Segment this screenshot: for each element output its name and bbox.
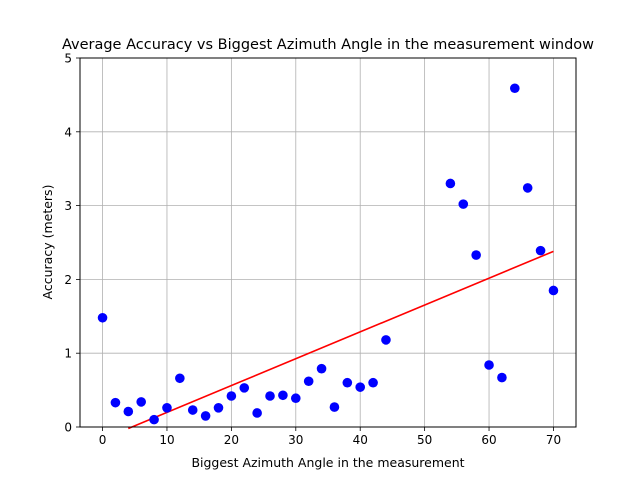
data-point xyxy=(548,285,559,296)
data-point xyxy=(252,408,262,418)
x-tick-label: 70 xyxy=(546,433,561,447)
data-point xyxy=(484,360,494,370)
data-point xyxy=(342,377,353,388)
data-point xyxy=(162,403,172,413)
x-tick-label: 30 xyxy=(288,433,303,447)
data-point xyxy=(316,363,327,374)
data-point xyxy=(522,183,533,193)
x-tick-label: 50 xyxy=(417,433,432,447)
data-point xyxy=(239,383,250,393)
data-point xyxy=(368,377,378,388)
y-axis-ticks: 0 1 2 3 4 5 xyxy=(64,52,80,435)
x-tick-label: 60 xyxy=(481,433,496,447)
y-tick-label: 4 xyxy=(64,125,72,139)
data-point xyxy=(381,335,391,345)
data-point xyxy=(213,403,224,413)
chart-title: Average Accuracy vs Biggest Azimuth Angl… xyxy=(62,37,594,53)
data-point xyxy=(97,312,108,323)
y-tick-label: 5 xyxy=(64,52,72,66)
data-point xyxy=(355,382,366,392)
data-point xyxy=(458,199,469,209)
x-tick-label: 10 xyxy=(159,433,174,447)
trend-line-layer xyxy=(128,250,554,430)
data-point xyxy=(149,414,159,425)
trend-line xyxy=(128,250,554,430)
data-point xyxy=(303,376,314,387)
y-tick-label: 3 xyxy=(64,199,72,213)
data-point xyxy=(200,411,211,421)
data-point xyxy=(535,245,546,256)
data-point xyxy=(226,391,237,401)
data-points xyxy=(97,83,559,425)
data-point xyxy=(136,397,146,407)
data-point xyxy=(278,390,288,401)
y-tick-label: 0 xyxy=(64,421,72,435)
x-tick-label: 0 xyxy=(99,433,107,447)
data-point xyxy=(265,391,275,401)
x-tick-label: 20 xyxy=(224,433,239,447)
x-axis-label: Biggest Azimuth Angle in the measurement xyxy=(191,455,464,470)
y-tick-label: 2 xyxy=(64,273,72,287)
data-point xyxy=(187,405,198,415)
data-point xyxy=(110,397,121,408)
y-axis-label: Accuracy (meters) xyxy=(40,185,55,300)
data-point xyxy=(510,83,520,94)
data-point xyxy=(445,178,456,189)
x-tick-label: 40 xyxy=(353,433,368,447)
y-tick-label: 1 xyxy=(64,347,72,361)
data-point xyxy=(329,402,340,412)
x-axis-ticks: 0 10 20 30 40 50 60 70 xyxy=(99,427,561,447)
data-point xyxy=(290,393,301,404)
data-point xyxy=(123,406,134,417)
plot-frame xyxy=(79,57,577,428)
data-point xyxy=(471,250,481,260)
data-point xyxy=(497,372,507,383)
data-point xyxy=(175,373,185,384)
